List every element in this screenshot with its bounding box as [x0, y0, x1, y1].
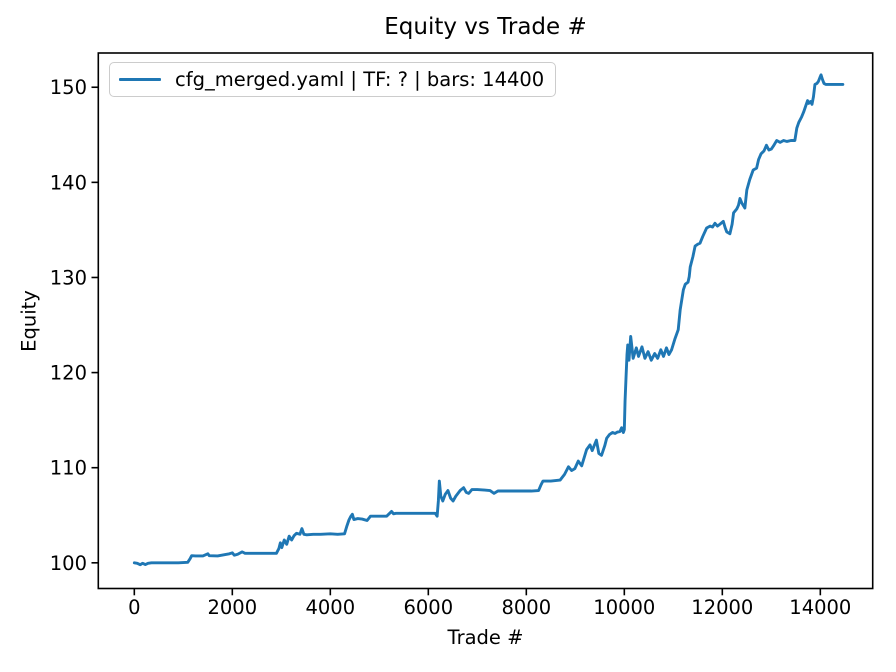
x-tick-label: 12000	[691, 596, 753, 619]
y-tick-label: 120	[50, 362, 87, 385]
equity-curve	[132, 73, 845, 567]
x-axis-label: Trade #	[447, 626, 524, 649]
y-tick-label: 110	[50, 457, 87, 480]
x-tick-label: 2000	[207, 596, 257, 619]
legend-line-sample	[119, 77, 161, 82]
plot-frame	[97, 52, 874, 590]
y-axis-label: Equity	[17, 290, 41, 352]
x-tick-label: 10000	[593, 596, 655, 619]
x-tick-label: 0	[128, 596, 140, 619]
y-tick-label: 140	[50, 171, 87, 194]
x-tick-label: 14000	[789, 596, 851, 619]
y-tick-label: 150	[50, 76, 87, 99]
legend-label: cfg_merged.yaml | TF: ? | bars: 14400	[175, 68, 545, 91]
x-tick-label: 6000	[403, 596, 453, 619]
chart-title: Equity vs Trade #	[384, 14, 587, 40]
x-tick-label: 8000	[501, 596, 551, 619]
legend: cfg_merged.yaml | TF: ? | bars: 14400	[109, 62, 557, 97]
y-tick-label: 130	[50, 266, 87, 289]
x-tick-label: 4000	[305, 596, 355, 619]
y-tick-label: 100	[50, 552, 87, 575]
